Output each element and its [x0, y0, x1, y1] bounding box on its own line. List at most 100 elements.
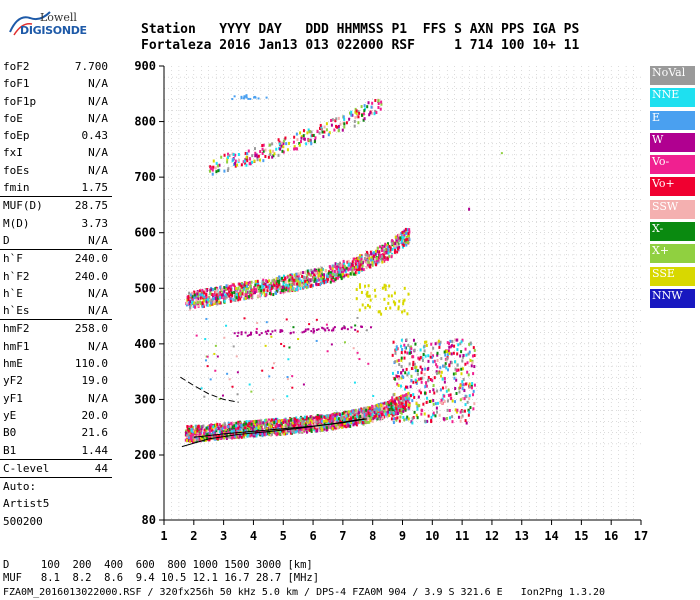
echo-point: [196, 429, 199, 433]
param-row: h`E N/A: [0, 285, 112, 302]
echo-point: [409, 394, 412, 398]
echo-point: [287, 425, 290, 429]
echo-point: [315, 280, 318, 284]
echo-point: [335, 420, 338, 424]
param-value: 240.0: [74, 252, 108, 266]
echo-point: [402, 244, 405, 248]
echo-point: [375, 409, 378, 413]
echo-point: [407, 371, 410, 375]
echo-point: [354, 259, 357, 263]
echo-point: [231, 425, 234, 429]
echo-point: [372, 417, 375, 421]
echo-point: [399, 405, 402, 409]
echo-point: [295, 418, 298, 422]
echo-point: [345, 121, 348, 125]
echo-point: [201, 425, 204, 429]
echo-point: [359, 285, 362, 289]
echo-point: [449, 416, 452, 420]
echo-point: [223, 425, 226, 429]
echo-point: [358, 419, 361, 423]
echo-point: [245, 286, 248, 290]
echo-point: [332, 276, 335, 280]
echo-point: [285, 142, 288, 146]
echo-point: [311, 133, 314, 137]
echo-point: [189, 439, 192, 443]
echo-point: [468, 394, 471, 398]
echo-point: [203, 395, 206, 398]
echo-point: [415, 402, 418, 406]
echo-point: [352, 257, 355, 261]
echo-point: [229, 435, 232, 439]
echo-point: [446, 399, 449, 403]
echo-point: [188, 302, 191, 306]
echo-point: [342, 270, 345, 274]
echo-point: [332, 329, 335, 332]
echo-point: [202, 433, 205, 437]
echo-point: [430, 415, 433, 419]
echo-point: [344, 410, 347, 414]
echo-point: [277, 419, 280, 423]
echo-point: [305, 416, 308, 420]
echo-point: [323, 130, 326, 134]
echo-point: [357, 121, 360, 125]
echo-point: [318, 416, 321, 420]
echo-point: [325, 128, 328, 132]
echo-point: [407, 405, 410, 409]
echo-point: [392, 300, 395, 304]
y-tick-label: 800: [134, 115, 156, 129]
echo-point: [184, 433, 187, 437]
echo-point: [360, 260, 363, 264]
echo-point: [400, 411, 403, 415]
echo-point: [388, 244, 391, 248]
echo-point: [410, 367, 413, 371]
echo-point: [403, 232, 406, 236]
echo-point: [292, 429, 295, 433]
echo-point: [244, 426, 247, 430]
echo-point: [263, 425, 266, 429]
x-tick-label: 4: [250, 529, 257, 543]
echo-point: [316, 426, 319, 430]
echo-point: [368, 294, 371, 298]
echo-point: [354, 271, 357, 275]
echo-point: [277, 276, 280, 280]
echo-point: [406, 231, 409, 235]
echo-point: [406, 415, 409, 419]
echo-point: [336, 418, 339, 422]
echo-point: [375, 111, 378, 115]
echo-point: [206, 436, 209, 440]
echo-point: [408, 230, 411, 234]
echo-point: [296, 282, 299, 286]
echo-point: [235, 431, 238, 435]
echo-point: [405, 417, 408, 421]
echo-point: [403, 405, 406, 409]
echo-point: [329, 267, 332, 271]
echo-point: [315, 328, 318, 331]
echo-point: [341, 425, 344, 429]
echo-point: [289, 275, 292, 279]
echo-point: [444, 362, 447, 366]
echo-point: [260, 289, 263, 293]
echo-point: [207, 299, 210, 303]
echo-point: [246, 434, 249, 438]
echo-point: [205, 359, 208, 362]
echo-point: [410, 345, 413, 349]
echo-point: [267, 155, 270, 159]
echo-point: [422, 352, 425, 356]
echo-point: [373, 259, 376, 263]
echo-point: [312, 133, 315, 137]
echo-point: [334, 417, 337, 421]
echo-point: [321, 273, 324, 277]
parameter-panel: foF2 7.700 foF1 N/A foF1p N/A foE N/A foEp 0.43 fx…: [0, 58, 112, 530]
echo-point: [382, 412, 385, 416]
echo-point: [285, 318, 288, 321]
echo-point: [321, 428, 324, 432]
echo-point: [360, 105, 363, 109]
echo-point: [443, 364, 446, 368]
legend-item-vo: Vo-: [650, 155, 695, 175]
echo-point: [329, 420, 332, 424]
echo-point: [261, 144, 264, 148]
echo-point: [291, 288, 294, 292]
echo-point: [265, 293, 268, 297]
echo-point: [441, 397, 444, 401]
echo-point: [185, 429, 188, 433]
